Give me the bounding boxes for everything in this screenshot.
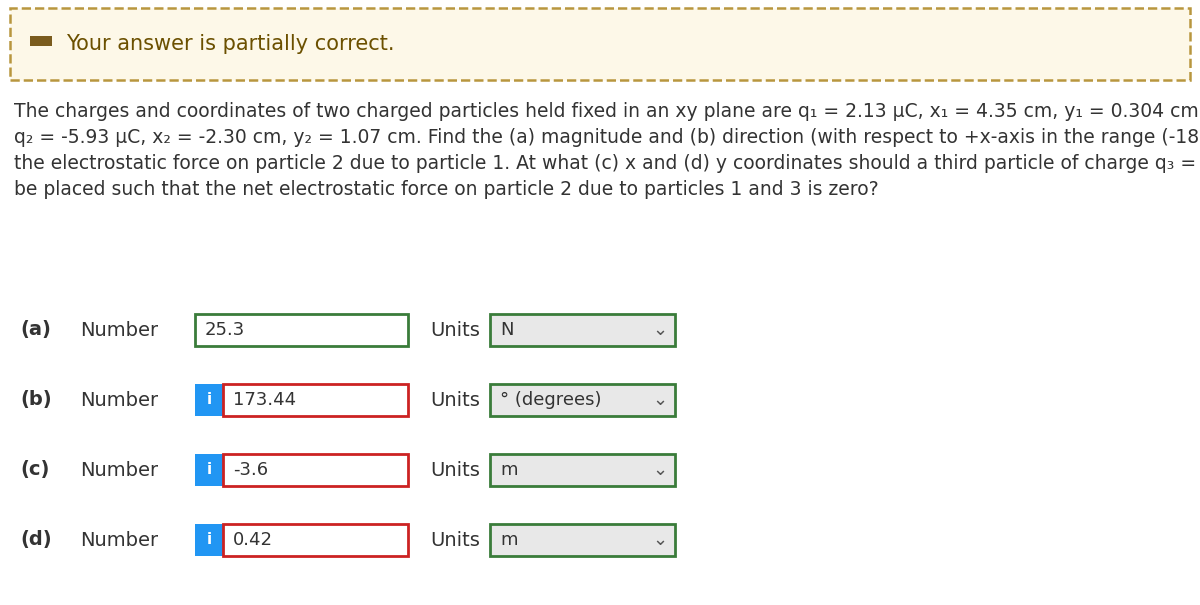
Text: m: m: [500, 461, 517, 479]
Text: Your answer is partially correct.: Your answer is partially correct.: [66, 34, 395, 54]
Bar: [223, 384, 408, 416]
Bar: [10, 8, 1190, 80]
Text: Number: Number: [80, 531, 158, 549]
Text: Units: Units: [430, 321, 480, 339]
Text: ⌄: ⌄: [653, 531, 667, 549]
Bar: [223, 454, 408, 486]
Text: i: i: [206, 462, 211, 477]
Text: -3.6: -3.6: [233, 461, 268, 479]
Text: Units: Units: [430, 531, 480, 549]
Text: i: i: [206, 532, 211, 548]
Bar: [490, 454, 674, 486]
Text: (a): (a): [20, 321, 50, 339]
Bar: [223, 524, 408, 556]
Bar: [490, 314, 674, 346]
Text: ⌄: ⌄: [653, 321, 667, 339]
Text: The charges and coordinates of two charged particles held fixed in an xy plane a: The charges and coordinates of two charg…: [14, 102, 1200, 121]
Text: the electrostatic force on particle 2 due to particle 1. At what (c) x and (d) y: the electrostatic force on particle 2 du…: [14, 154, 1200, 173]
Text: be placed such that the net electrostatic force on particle 2 due to particles 1: be placed such that the net electrostati…: [14, 180, 878, 199]
Text: Number: Number: [80, 390, 158, 410]
Text: 173.44: 173.44: [233, 391, 296, 409]
Text: ⌄: ⌄: [653, 461, 667, 479]
Bar: [30, 36, 52, 46]
Text: Number: Number: [80, 460, 158, 480]
Text: (d): (d): [20, 531, 52, 549]
Bar: [194, 524, 223, 556]
Bar: [194, 314, 408, 346]
Bar: [194, 454, 223, 486]
Text: Number: Number: [80, 321, 158, 339]
Bar: [194, 384, 223, 416]
Text: 0.42: 0.42: [233, 531, 274, 549]
Text: (b): (b): [20, 390, 52, 410]
Text: Units: Units: [430, 460, 480, 480]
Bar: [490, 524, 674, 556]
Text: 25.3: 25.3: [205, 321, 245, 339]
Text: ° (degrees): ° (degrees): [500, 391, 601, 409]
Text: Units: Units: [430, 390, 480, 410]
Text: (c): (c): [20, 460, 49, 480]
Text: m: m: [500, 531, 517, 549]
Text: N: N: [500, 321, 514, 339]
Text: q₂ = -5.93 μC, x₂ = -2.30 cm, y₂ = 1.07 cm. Find the (a) magnitude and (b) direc: q₂ = -5.93 μC, x₂ = -2.30 cm, y₂ = 1.07 …: [14, 128, 1200, 147]
Text: i: i: [206, 393, 211, 408]
Bar: [490, 384, 674, 416]
Text: ⌄: ⌄: [653, 391, 667, 409]
